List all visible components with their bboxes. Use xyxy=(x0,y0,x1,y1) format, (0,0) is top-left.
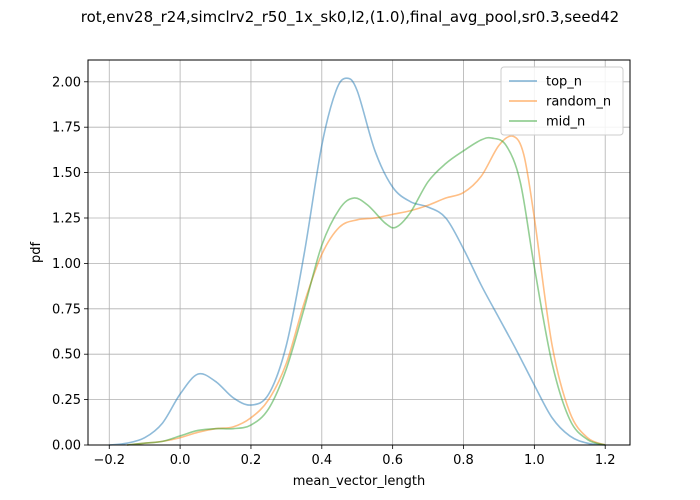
legend-label: mid_n xyxy=(546,115,585,130)
plot-frame xyxy=(87,59,631,446)
series-line-top-n xyxy=(109,77,606,446)
y-tick-label: 0.25 xyxy=(52,393,81,408)
legend-label: top_n xyxy=(546,75,582,90)
series-line-random-n xyxy=(126,135,606,446)
x-tick-label: 0.6 xyxy=(382,453,403,468)
x-tick-label: 0.2 xyxy=(241,453,262,468)
x-tick-label: 1.2 xyxy=(595,453,616,468)
x-axis-title: mean_vector_length xyxy=(293,474,426,489)
x-tick-label: 0.0 xyxy=(170,453,191,468)
y-tick-label: 1.50 xyxy=(52,166,81,181)
y-tick-label: 1.25 xyxy=(52,211,81,226)
x-axis-ticks: −0.2 0.0 0.2 0.4 0.6 0.8 1.0 1.2 xyxy=(93,445,616,468)
y-tick-label: 0.75 xyxy=(52,302,81,317)
legend-label: random_n xyxy=(546,95,611,110)
legend-box xyxy=(500,66,624,136)
legend: top_n random_n mid_n xyxy=(500,66,624,136)
y-tick-label: 0.00 xyxy=(52,439,81,454)
x-tick-label: −0.2 xyxy=(93,453,125,468)
y-tick-label: 1.00 xyxy=(52,257,81,272)
series-lines xyxy=(109,77,606,446)
y-tick-label: 0.50 xyxy=(52,348,81,363)
x-tick-label: 1.0 xyxy=(524,453,545,468)
y-tick-label: 1.75 xyxy=(52,121,81,136)
chart-title: rot,env28_r24,simclrv2_r50_1x_sk0,l2,(1.… xyxy=(81,8,619,27)
y-axis-ticks: 0.00 0.25 0.50 0.75 1.00 1.25 1.50 1.75 2.00 xyxy=(52,75,88,454)
series-line-mid-n xyxy=(126,136,606,446)
x-tick-label: 0.8 xyxy=(453,453,474,468)
x-tick-label: 0.4 xyxy=(311,453,332,468)
y-axis-title: pdf xyxy=(29,242,44,264)
y-tick-label: 2.00 xyxy=(52,75,81,90)
